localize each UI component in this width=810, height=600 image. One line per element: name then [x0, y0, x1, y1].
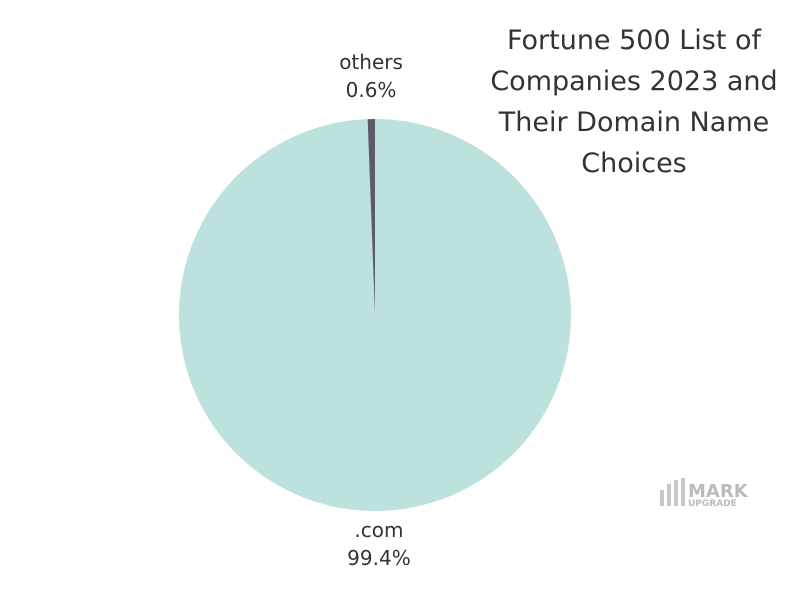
slice-value-label: 0.6% — [346, 78, 397, 102]
watermark-text: UPGRADE — [688, 499, 737, 509]
slice-value-label: 99.4% — [347, 546, 411, 570]
slice-label: others — [339, 50, 403, 74]
watermark-text: MARK — [688, 481, 749, 502]
logo-bar — [660, 490, 664, 506]
logo-bar — [667, 484, 671, 506]
chart-title: Fortune 500 List of Companies 2023 and T… — [490, 25, 778, 179]
pie-slice — [179, 119, 572, 512]
pie-slice — [367, 119, 375, 315]
watermark-logo — [660, 478, 685, 506]
logo-bar — [674, 480, 678, 506]
logo-bar — [681, 478, 685, 506]
slice-label: .com — [354, 518, 403, 542]
